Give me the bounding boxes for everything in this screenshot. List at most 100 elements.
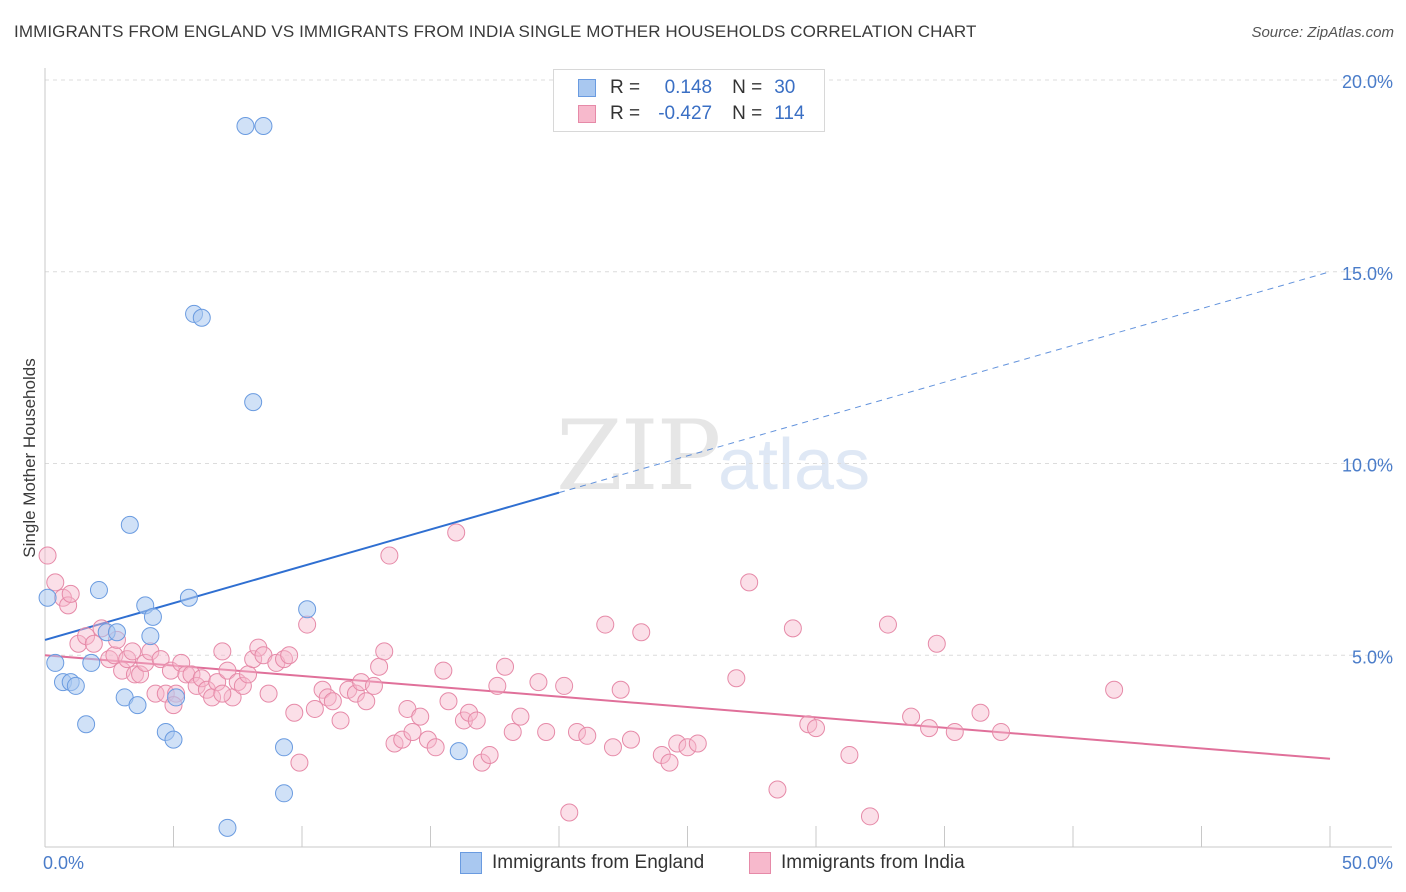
england-point <box>128 696 147 715</box>
india-point <box>123 642 142 661</box>
correlation-legend: R = 0.148 N = 30 R = -0.427 N = 114 <box>553 69 825 132</box>
england-point <box>192 308 211 327</box>
india-point <box>285 703 304 722</box>
india-point <box>84 634 103 653</box>
england-point <box>275 738 294 757</box>
england-trend-extension <box>558 271 1331 494</box>
india-point <box>902 707 921 726</box>
india-point <box>38 546 57 565</box>
india-point <box>1105 680 1124 699</box>
england-point <box>449 742 468 761</box>
india-point <box>860 807 879 826</box>
india-point <box>621 730 640 749</box>
india-point <box>496 657 515 676</box>
india-n-value: 114 <box>774 103 805 124</box>
india-point <box>213 684 232 703</box>
india-point <box>537 722 556 741</box>
india-trend-line <box>44 654 1331 760</box>
england-point <box>164 730 183 749</box>
watermark-zip: ZIP <box>556 400 721 512</box>
india-point <box>357 692 376 711</box>
india-point <box>380 546 399 565</box>
trend-lines <box>44 271 1331 760</box>
england-trend-line <box>44 491 560 641</box>
india-point <box>467 711 486 730</box>
india-point <box>878 615 897 634</box>
england-point <box>143 607 162 626</box>
x-tick-label: 50.0% <box>1342 853 1393 873</box>
india-point <box>298 615 317 634</box>
y-axis-label: Single Mother Households <box>20 358 39 557</box>
india-point <box>920 719 939 738</box>
england-point <box>120 515 139 534</box>
r-label: R = <box>610 77 641 98</box>
india-point <box>136 653 155 672</box>
india-point <box>503 722 522 741</box>
england-point <box>82 653 101 672</box>
data-points <box>38 117 1124 837</box>
india-point <box>668 734 687 753</box>
india-point <box>161 661 180 680</box>
india-point <box>660 753 679 772</box>
england-point <box>38 588 57 607</box>
chart-title: IMMIGRANTS FROM ENGLAND VS IMMIGRANTS FR… <box>14 22 977 41</box>
india-point <box>233 676 252 695</box>
india-point <box>578 726 597 745</box>
india-point <box>323 692 342 711</box>
x-tick-label: 0.0% <box>43 853 84 873</box>
y-tick-label: 15.0% <box>1342 264 1393 284</box>
y-tick-label: 10.0% <box>1342 456 1393 476</box>
india-point <box>783 619 802 638</box>
england-point <box>107 623 126 642</box>
source-label: Source: ZipAtlas.com <box>1251 24 1394 41</box>
england-point <box>236 117 255 136</box>
india-point <box>688 734 707 753</box>
india-point <box>218 661 237 680</box>
india-point <box>213 642 232 661</box>
india-point <box>418 730 437 749</box>
england-point <box>218 818 237 837</box>
india-point <box>192 669 211 688</box>
india-point <box>125 665 144 684</box>
india-point <box>244 650 263 669</box>
axes <box>44 68 1392 848</box>
india-point <box>992 722 1011 741</box>
england-point <box>66 676 85 695</box>
legend-item-england[interactable]: Immigrants from England <box>460 852 704 874</box>
watermark-atlas: atlas <box>718 425 871 505</box>
india-point <box>439 692 458 711</box>
tick-labels: 5.0% 10.0% 15.0% 20.0% 0.0% 50.0% <box>43 72 1393 873</box>
england-point <box>141 627 160 646</box>
england-swatch <box>578 79 596 97</box>
y-tick-label: 20.0% <box>1342 72 1393 92</box>
india-point <box>370 657 389 676</box>
india-point <box>807 719 825 738</box>
india-point <box>403 722 422 741</box>
india-point <box>555 676 574 695</box>
england-point <box>275 784 294 803</box>
india-point <box>434 661 453 680</box>
india-point <box>560 803 579 822</box>
legend-item-india[interactable]: Immigrants from India <box>749 852 965 874</box>
india-point <box>971 703 990 722</box>
india-point <box>177 665 196 684</box>
england-point <box>179 588 198 607</box>
india-point <box>259 684 278 703</box>
india-swatch <box>578 105 596 123</box>
series-legend: Immigrants from England Immigrants from … <box>0 852 1406 878</box>
india-point <box>727 669 746 688</box>
england-n-value: 30 <box>774 77 796 98</box>
india-point <box>529 673 548 692</box>
india-point <box>364 676 383 695</box>
england-point <box>89 581 108 600</box>
england-point <box>244 393 263 412</box>
india-point <box>678 738 697 757</box>
india-point <box>488 676 507 695</box>
india-point <box>61 584 80 603</box>
india-point <box>239 665 258 684</box>
india-point <box>331 711 350 730</box>
england-legend-label: Immigrants from England <box>492 852 705 873</box>
india-point <box>740 573 759 592</box>
india-point <box>290 753 309 772</box>
